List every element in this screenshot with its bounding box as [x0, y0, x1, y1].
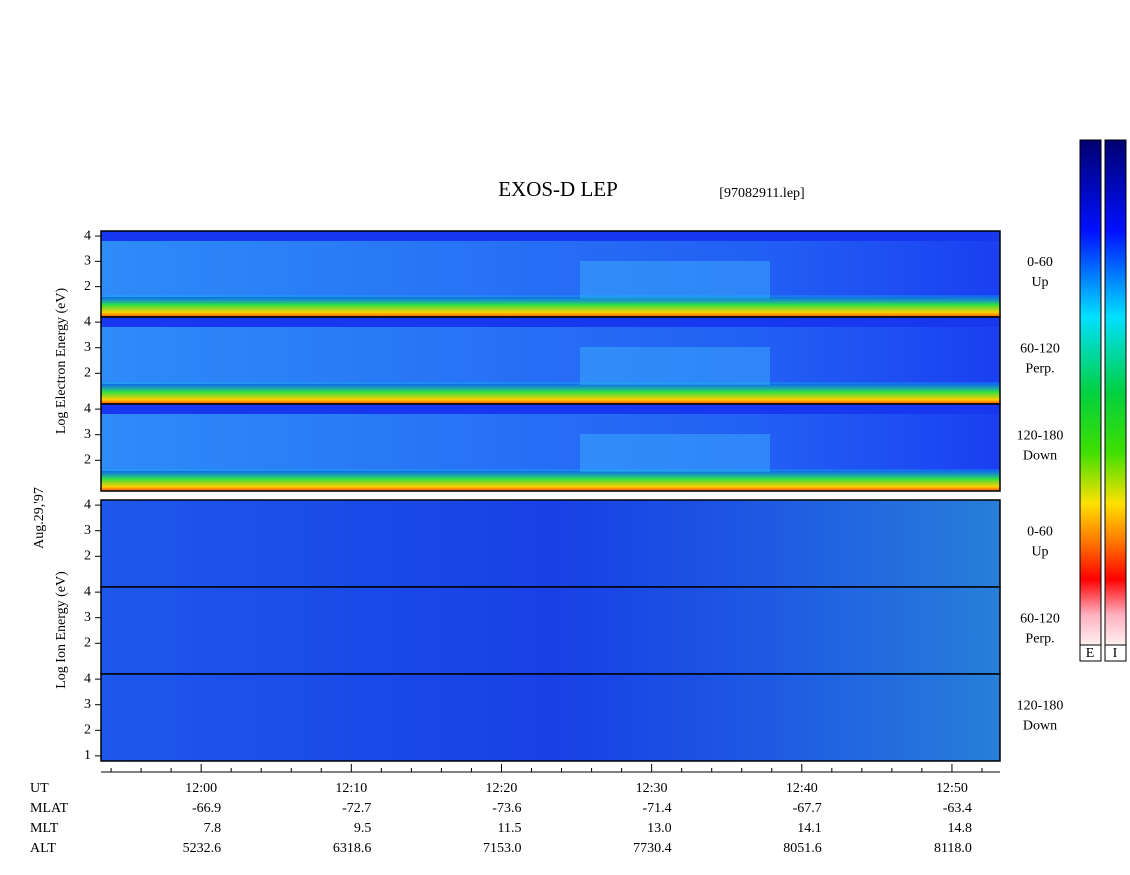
orbit-row-value: 9.5 — [354, 821, 372, 836]
x-tick-label: 12:20 — [486, 781, 518, 796]
orbit-row-value: 8118.0 — [934, 841, 972, 856]
y-tick-label: 2 — [84, 549, 91, 564]
y-tick-label: 3 — [84, 523, 91, 538]
panel-range: 120-180 — [1017, 429, 1064, 444]
panel-direction: Perp. — [1025, 362, 1054, 377]
y-tick-label: 2 — [84, 636, 91, 651]
spectrogram-band — [580, 347, 770, 385]
ion-axis-label: Log Ion Energy (eV) — [54, 571, 69, 689]
x-tick-label: 12:40 — [786, 781, 818, 796]
y-tick-label: 3 — [84, 697, 91, 712]
electron-axis-label: Log Electron Energy (eV) — [54, 288, 69, 435]
orbit-row-name: MLT — [30, 821, 59, 836]
colorbar-label-box — [1079, 644, 1102, 662]
y-tick-label: 1 — [84, 748, 91, 763]
y-tick-label: 2 — [84, 279, 91, 294]
x-tick-label: 12:50 — [936, 781, 968, 796]
panel-direction: Down — [1023, 719, 1057, 734]
orbit-row-value: 8051.6 — [783, 841, 822, 856]
panel-direction: Up — [1031, 275, 1048, 290]
y-tick-label: 2 — [84, 723, 91, 738]
panel-range: 60-120 — [1020, 342, 1060, 357]
y-tick-label: 4 — [84, 671, 91, 686]
orbit-row-value: 14.8 — [947, 821, 972, 836]
colorbar-label: E — [1086, 646, 1095, 661]
spectrogram-band — [580, 261, 770, 299]
spectrogram-low-band — [101, 295, 1000, 317]
spectrogram-haze — [101, 414, 1000, 471]
orbit-row-value: 6318.6 — [333, 841, 372, 856]
orbit-row-value: 5232.6 — [183, 841, 222, 856]
orbit-row-value: -73.6 — [492, 801, 521, 816]
x-tick-label: 12:10 — [335, 781, 367, 796]
spectrogram-haze — [101, 587, 1000, 674]
spectrogram-haze — [101, 500, 1000, 587]
y-tick-label: 4 — [84, 584, 91, 599]
panel-range: 0-60 — [1027, 525, 1053, 540]
x-tick-label: 12:30 — [636, 781, 668, 796]
panel-direction: Down — [1023, 449, 1057, 464]
x-tick-label: 12:00 — [185, 781, 217, 796]
orbit-row-value: -63.4 — [943, 801, 972, 816]
orbit-row-value: 11.5 — [497, 821, 521, 836]
orbit-row-value: -67.7 — [793, 801, 822, 816]
orbit-row-value: 7730.4 — [633, 841, 672, 856]
spectrogram-low-band — [101, 382, 1000, 404]
spectrogram-haze — [101, 327, 1000, 384]
y-tick-label: 3 — [84, 254, 91, 269]
orbit-row-value: -72.7 — [342, 801, 371, 816]
spectrogram-low-band — [101, 469, 1000, 491]
orbit-row-name: UT — [30, 781, 49, 796]
y-tick-label: 4 — [84, 497, 91, 512]
orbit-row-value: 7153.0 — [483, 841, 522, 856]
y-tick-label: 2 — [84, 453, 91, 468]
orbit-row-name: ALT — [30, 841, 56, 856]
date-label: Aug.29,'97 — [32, 487, 47, 549]
colorbar-label-box — [1104, 644, 1127, 662]
panel-frame — [100, 673, 1001, 762]
orbit-row-value: -71.4 — [642, 801, 671, 816]
spectrogram-band — [580, 434, 770, 472]
y-tick-label: 3 — [84, 427, 91, 442]
chart-title: EXOS-D LEP — [498, 177, 618, 201]
colorbar — [1104, 139, 1127, 646]
colorbar — [1079, 139, 1102, 646]
y-tick-label: 4 — [84, 314, 91, 329]
orbit-row-value: 13.0 — [647, 821, 672, 836]
panel-range: 0-60 — [1027, 255, 1053, 270]
panel-frame — [100, 403, 1001, 492]
y-tick-label: 4 — [84, 401, 91, 416]
panel-range: 120-180 — [1017, 699, 1064, 714]
spectrogram-haze — [101, 241, 1000, 297]
orbit-row-value: 7.8 — [204, 821, 222, 836]
panel-direction: Up — [1031, 545, 1048, 560]
orbit-row-value: 14.1 — [797, 821, 822, 836]
spectrogram-haze — [101, 674, 1000, 761]
colorbar-label: I — [1113, 646, 1118, 661]
panel-range: 60-120 — [1020, 612, 1060, 627]
panel-direction: Perp. — [1025, 632, 1054, 647]
orbit-row-name: MLAT — [30, 801, 69, 816]
y-tick-label: 3 — [84, 610, 91, 625]
y-tick-label: 3 — [84, 340, 91, 355]
orbit-row-value: -66.9 — [192, 801, 221, 816]
y-tick-label: 4 — [84, 228, 91, 243]
file-label: [97082911.lep] — [719, 186, 804, 201]
y-tick-label: 2 — [84, 366, 91, 381]
